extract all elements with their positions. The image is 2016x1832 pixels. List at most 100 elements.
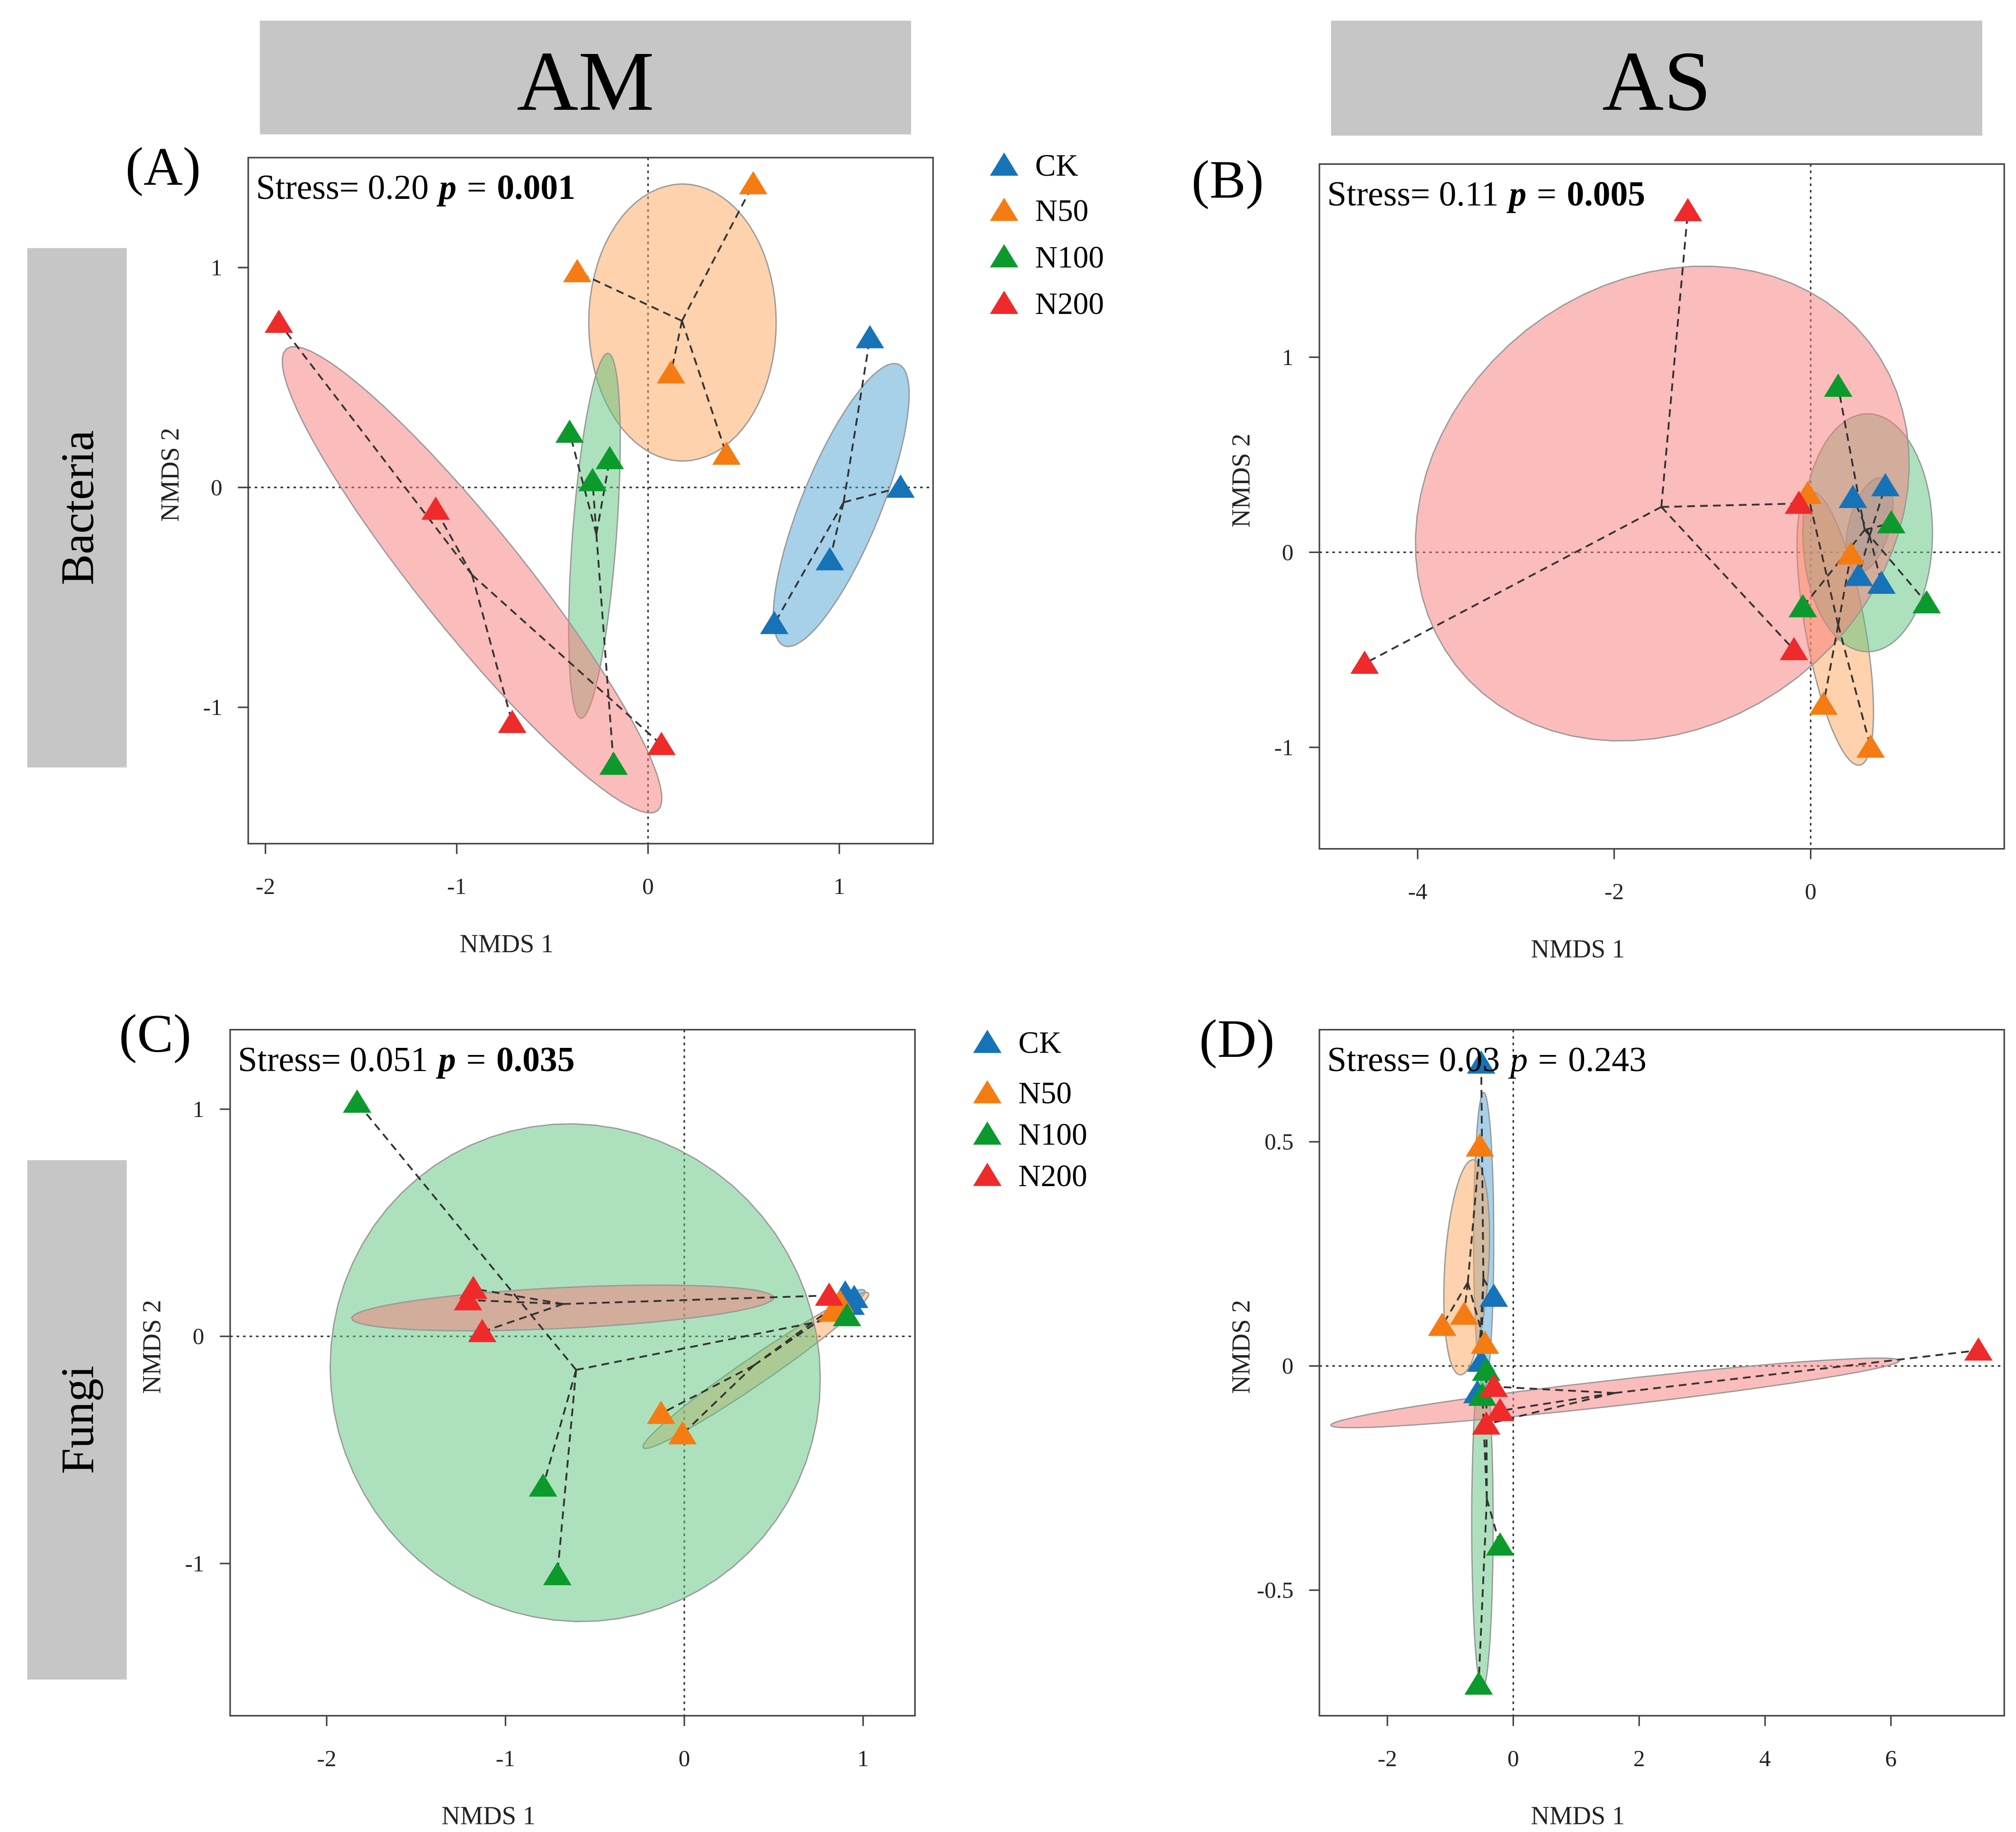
point-n100: [1877, 510, 1906, 534]
x-axis-title: NMDS 1: [1531, 934, 1625, 963]
stress-value: Stress= 0.051: [238, 1040, 428, 1079]
spider-line-ck: [1480, 1063, 1485, 1279]
header-am-text: AM: [517, 34, 654, 128]
y-tick-label: 0.5: [1264, 1129, 1293, 1155]
spider-line-n200: [1660, 506, 1795, 651]
point-n100: [543, 1562, 572, 1585]
y-axis-title: NMDS 2: [155, 428, 184, 522]
legend-triangle-icon: [990, 244, 1019, 268]
point-ck: [1871, 473, 1900, 497]
x-tick-label: 2: [1633, 1745, 1645, 1771]
y-tick-label: -1: [203, 694, 223, 720]
point-n200: [468, 1319, 497, 1342]
point-n200: [498, 710, 527, 733]
spider-line-n100: [542, 1369, 577, 1487]
stress-annotation: Stress= 0.11 p = 0.005: [1327, 174, 1645, 213]
legend-triangle-icon: [973, 1029, 1002, 1053]
plot-area: [248, 157, 933, 844]
point-n50: [1856, 734, 1885, 758]
legend-triangle-icon: [990, 197, 1019, 221]
legend-triangle-icon: [973, 1162, 1002, 1186]
x-axis-title: NMDS 1: [460, 929, 554, 958]
spider-line-n200: [1660, 211, 1689, 507]
x-tick-label: 1: [857, 1745, 869, 1771]
legend-item-n50: N50: [990, 194, 1089, 228]
point-n100: [1824, 373, 1853, 397]
panel-label: (B): [1192, 149, 1264, 209]
spider-line-ck: [773, 501, 845, 625]
header-as-text: AS: [1602, 34, 1711, 128]
spider-line-n200: [278, 322, 473, 576]
point-n200: [1780, 637, 1809, 661]
row-fungi-text: Fungi: [52, 1366, 104, 1474]
x-axis-title: NMDS 1: [1531, 1801, 1625, 1830]
point-ck: [1838, 484, 1867, 508]
legend-item-n200: N200: [973, 1159, 1087, 1193]
row-label-fungi: Fungi: [27, 1160, 127, 1680]
point-n50: [668, 1421, 697, 1445]
point-ck: [815, 547, 844, 571]
point-ck: [1479, 1283, 1508, 1307]
spider-line-n50: [681, 1365, 755, 1435]
spider-line-n200: [482, 1303, 564, 1333]
point-n50: [1837, 541, 1865, 565]
spider-line-n200: [1661, 502, 1799, 508]
spider-line-n50: [661, 1364, 755, 1415]
point-n100: [833, 1303, 861, 1326]
point-n50: [1450, 1301, 1478, 1325]
x-tick-label: -1: [496, 1745, 515, 1771]
plot-area: [1319, 1029, 2005, 1716]
point-ck: [886, 474, 915, 498]
point-ck: [1845, 563, 1873, 586]
spider-line-n50: [1441, 1282, 1469, 1326]
point-n50: [1465, 1133, 1495, 1157]
plot-area: [230, 1029, 915, 1716]
header-box: [1331, 20, 1982, 136]
legend-label: N100: [1018, 1117, 1087, 1152]
spider-line-n200: [1494, 1385, 1615, 1394]
spider-line-ck: [829, 502, 845, 561]
legend-triangle-icon: [973, 1121, 1002, 1145]
stress-annotation: Stress= 0.03 p = 0.243: [1327, 1040, 1646, 1079]
x-tick-label: 0: [679, 1745, 690, 1771]
spider-line-n100: [1864, 529, 1927, 604]
point-n100: [1788, 594, 1817, 617]
y-tick-label: 0: [193, 1323, 205, 1349]
p-label: p: [436, 1040, 456, 1079]
point-n100: [343, 1089, 372, 1113]
x-tick-label: -2: [256, 873, 275, 899]
point-n200: [647, 732, 676, 755]
point-n50: [563, 259, 591, 283]
legend-label: CK: [1018, 1026, 1061, 1060]
p-label: p: [1506, 174, 1526, 213]
spider-line-n50: [1837, 625, 1872, 748]
point-n50: [739, 171, 768, 195]
spider-line-n100: [1864, 522, 1892, 531]
spider-line-n200: [471, 574, 662, 746]
x-tick-label: 4: [1759, 1745, 1771, 1771]
spider-line-n100: [356, 1101, 577, 1371]
y-axis-title: NMDS 2: [1227, 434, 1255, 528]
spider-line-n100: [1481, 1395, 1488, 1499]
point-n100: [595, 446, 624, 469]
spider-line-n100: [1837, 386, 1866, 530]
x-tick-label: -4: [1408, 878, 1427, 904]
point-n100: [555, 420, 584, 443]
spider-line-n100: [556, 1369, 577, 1575]
spider-line-n50: [1822, 625, 1839, 705]
stress-annotation: Stress= 0.051 p = 0.035: [238, 1040, 574, 1079]
spider-line-ck: [842, 338, 871, 503]
panel-label: (D): [1199, 1009, 1274, 1069]
legend-item-ck: CK: [973, 1026, 1061, 1060]
x-tick-label: 0: [642, 873, 654, 899]
row-box: [27, 1160, 127, 1680]
spider-line-n50: [577, 271, 682, 322]
spider-line-n100: [576, 1315, 847, 1371]
spider-line-n200: [473, 1287, 564, 1305]
y-tick-label: -1: [1274, 734, 1294, 760]
y-tick-label: 1: [211, 254, 223, 280]
row-label-bacteria: Bacteria: [27, 248, 127, 768]
legends: CK N50 N100 N200 CK N50 N100 N200: [973, 149, 1104, 1193]
point-n200: [454, 1287, 483, 1311]
